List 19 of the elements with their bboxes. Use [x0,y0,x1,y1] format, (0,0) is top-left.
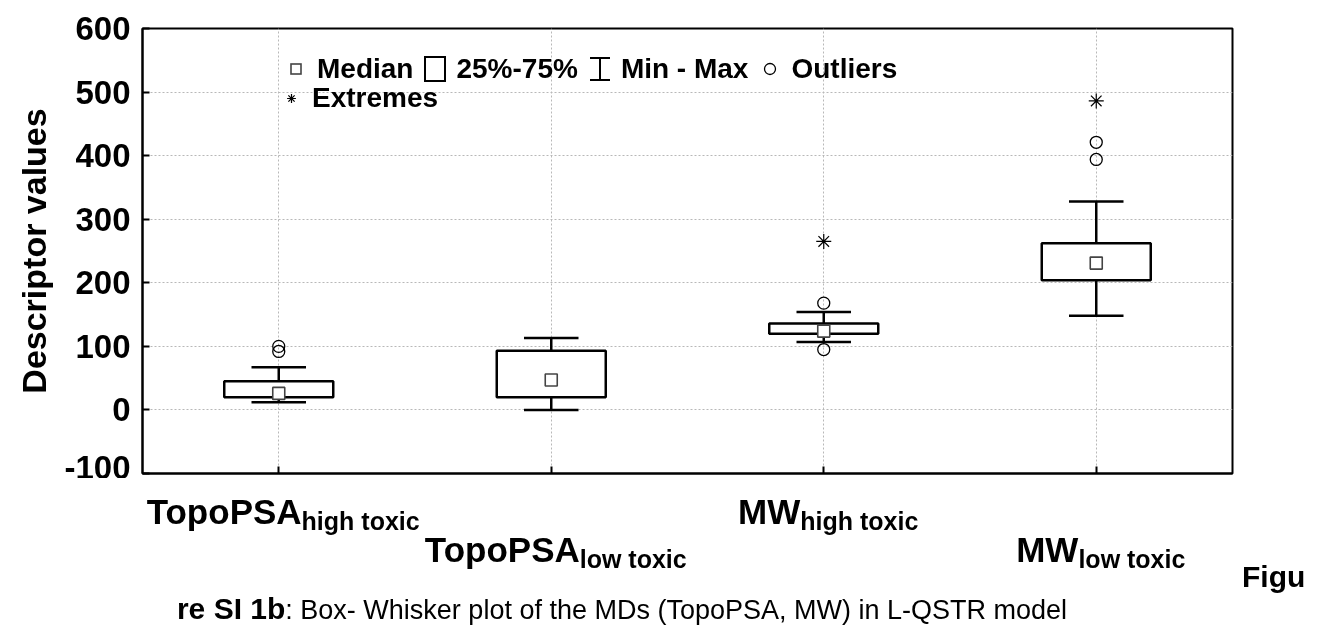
annotation: Outliers [791,53,898,84]
x-tick-label: TopoPSA$_{high toxic}$ [146,492,420,535]
x-tick-label: MW$_{high toxic}$ [738,492,919,535]
y-tick-label: 0 [112,391,131,429]
y-tick-label: 100 [75,327,131,365]
text: re SI 1b: Box- Whisker plot of the MDs (TopoPSA, MW) in L-QSTR model [176,592,1068,625]
legend-label: Extremes [312,82,439,114]
text: Figu [1242,560,1306,593]
y-axis-title: Descriptor values [15,108,54,394]
y-tick-label: 600 [75,10,131,47]
y-tick-label: 300 [75,200,131,238]
annotation: Min - Max [620,53,749,84]
x-tick-label: MW$_{low toxic}$ [1016,530,1186,573]
x-tick-label: TopoPSA$_{low toxic}$ [424,530,687,573]
annotation: Median [317,53,414,84]
y-tick-label: 200 [75,264,131,302]
y-tick-label: 400 [75,137,131,175]
annotation: 25%-75% [456,53,578,84]
y-tick-label: 500 [75,73,131,111]
